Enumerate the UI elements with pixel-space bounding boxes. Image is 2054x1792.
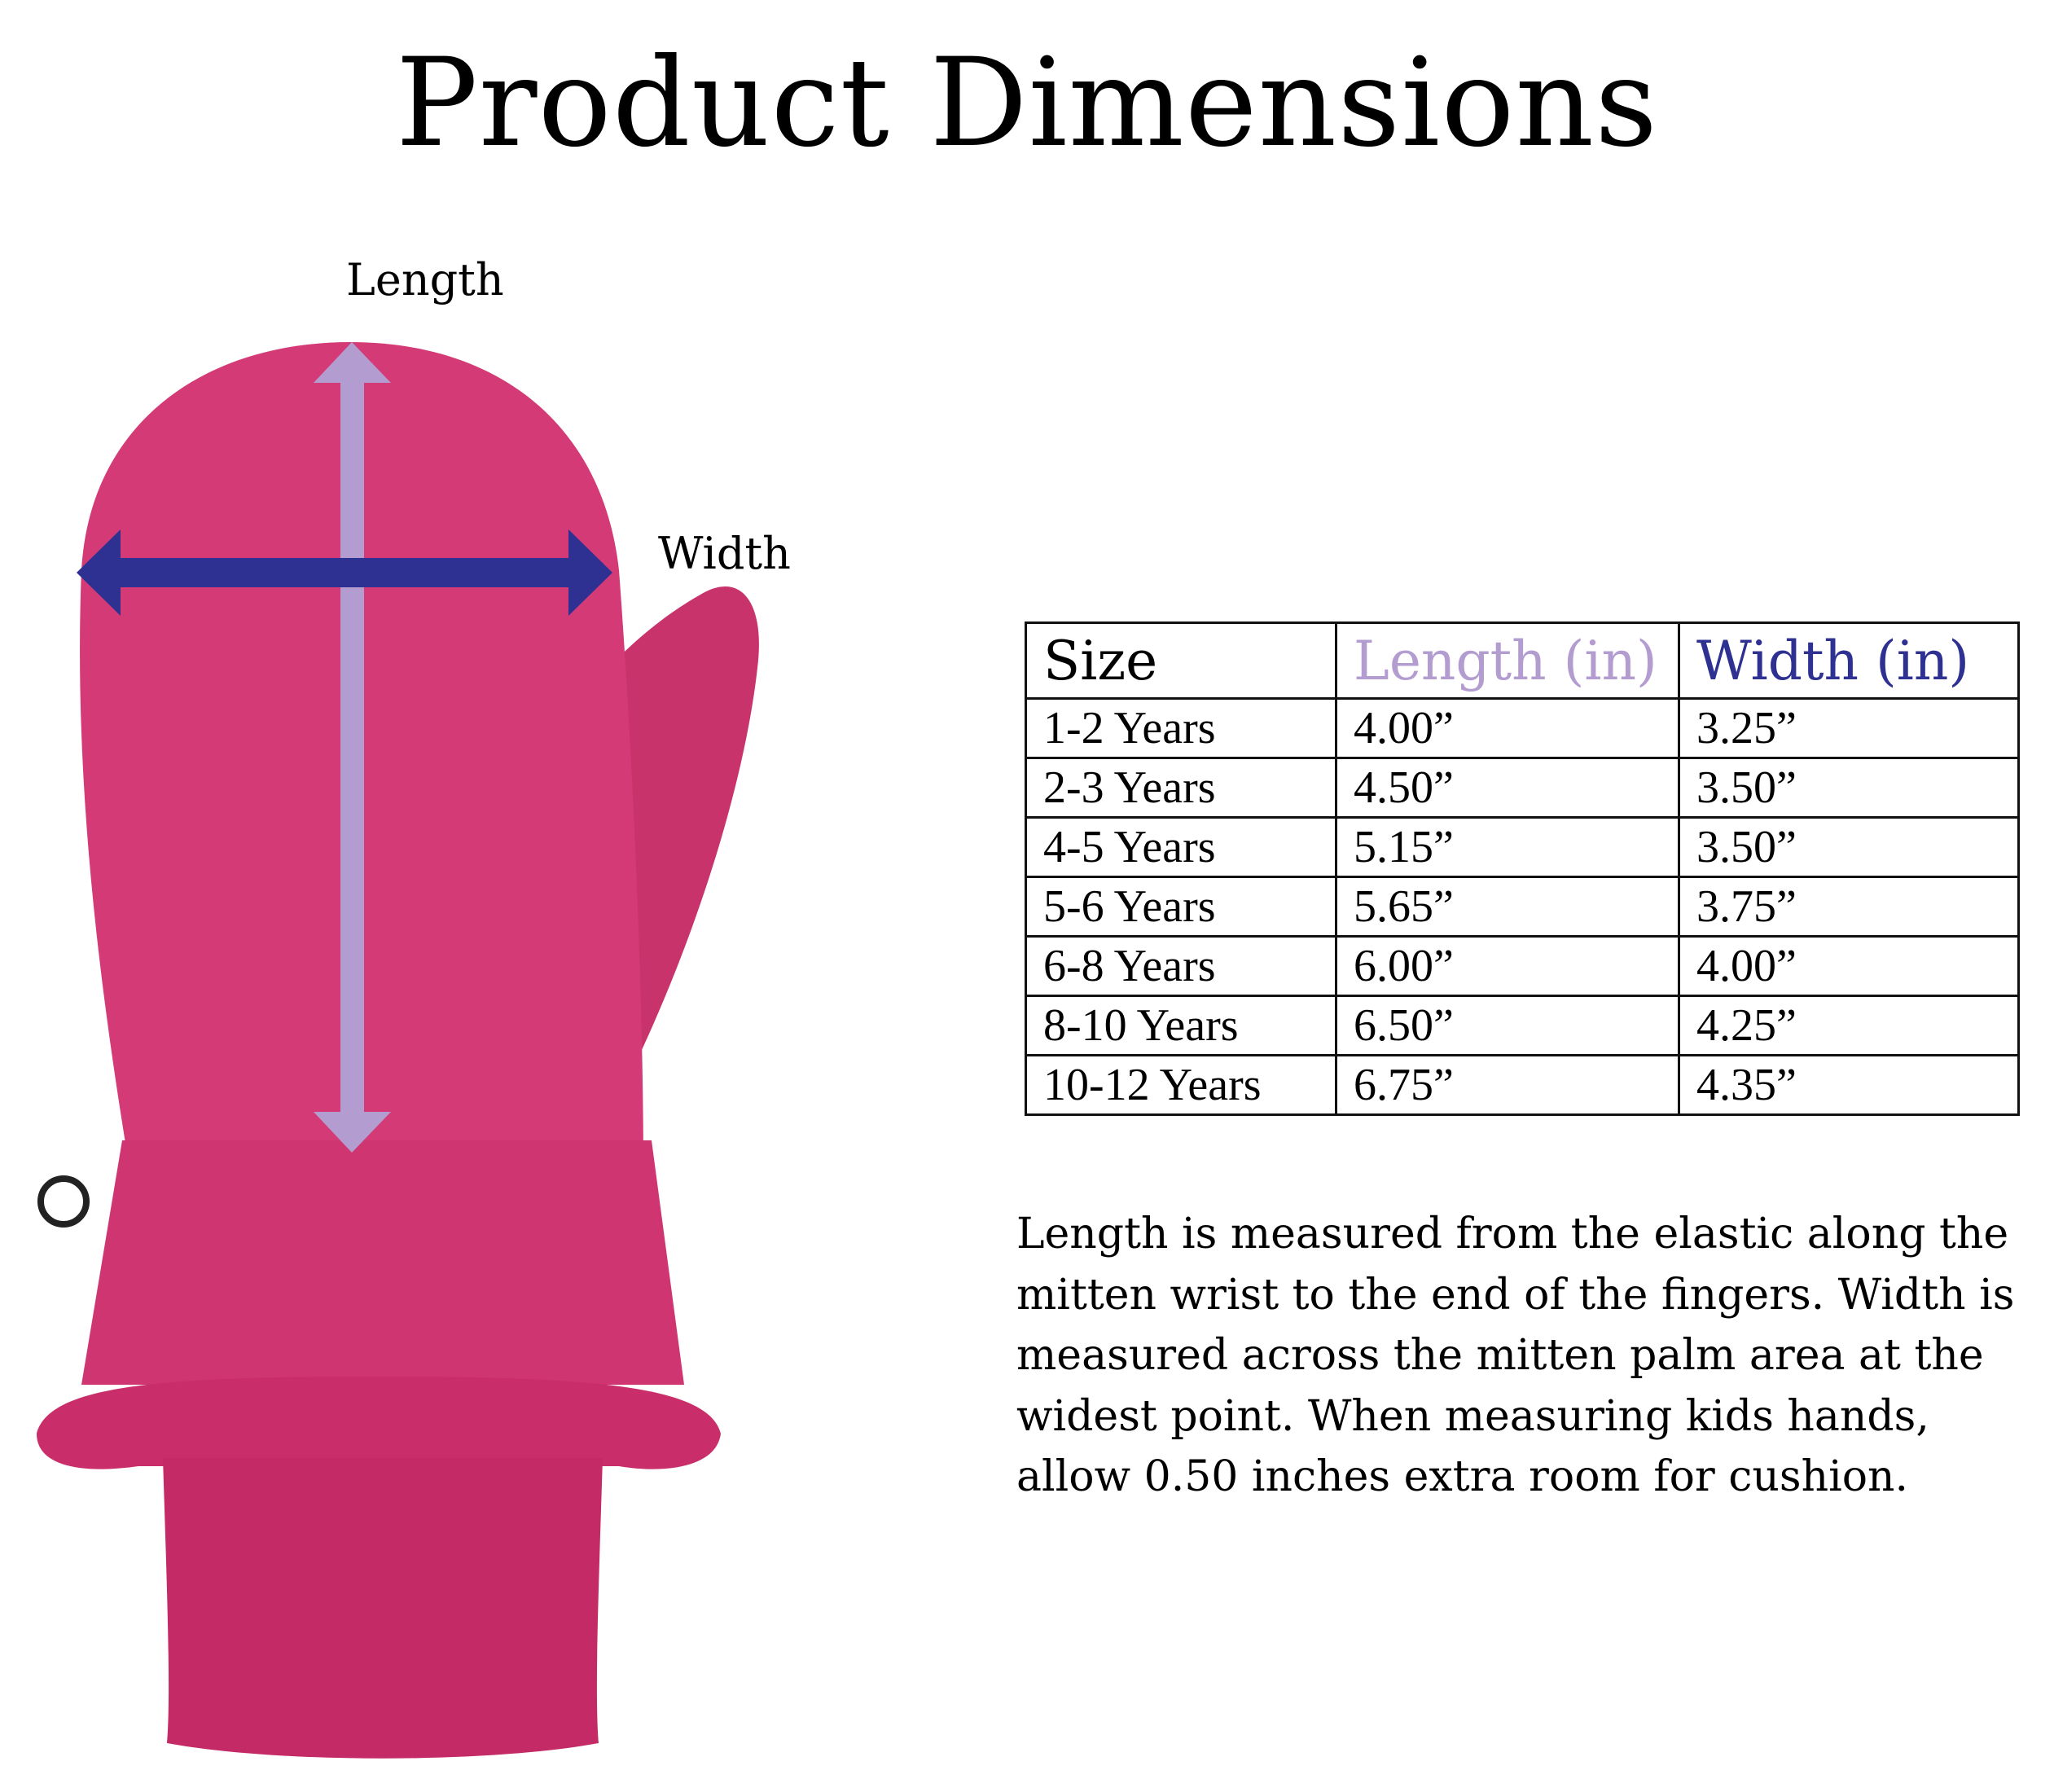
table-row: 5-6 Years 5.65” 3.75” xyxy=(1025,876,2020,938)
cell-size: 2-3 Years xyxy=(1025,757,1337,819)
cell-size: 4-5 Years xyxy=(1025,816,1337,878)
cell-width: 4.00” xyxy=(1678,935,2020,997)
cell-length: 5.65” xyxy=(1335,876,1680,938)
cell-size: 10-12 Years xyxy=(1025,1054,1337,1116)
header-length: Length (in) xyxy=(1335,621,1680,700)
cell-size: 8-10 Years xyxy=(1025,995,1337,1056)
cell-length: 6.50” xyxy=(1335,995,1680,1056)
cell-length: 6.00” xyxy=(1335,935,1680,997)
page-title: Product Dimensions xyxy=(395,33,1659,174)
table-header-row: Size Length (in) Width (in) xyxy=(1025,621,2020,700)
cell-size: 5-6 Years xyxy=(1025,876,1337,938)
cell-length: 4.00” xyxy=(1335,697,1680,759)
table-row: 2-3 Years 4.50” 3.50” xyxy=(1025,757,2020,819)
cell-width: 4.25” xyxy=(1678,995,2020,1056)
length-label: Length xyxy=(346,254,504,305)
table-row: 4-5 Years 5.15” 3.50” xyxy=(1025,816,2020,878)
cell-size: 1-2 Years xyxy=(1025,697,1337,759)
table-row: 8-10 Years 6.50” 4.25” xyxy=(1025,995,2020,1056)
mitten-image xyxy=(37,342,759,1759)
mitten-diagram xyxy=(37,342,759,1759)
cell-width: 3.75” xyxy=(1678,876,2020,938)
width-arrow xyxy=(77,529,612,616)
cell-size: 6-8 Years xyxy=(1025,935,1337,997)
cell-width: 3.50” xyxy=(1678,816,2020,878)
table-row: 10-12 Years 6.75” 4.35” xyxy=(1025,1054,2020,1116)
cell-length: 5.15” xyxy=(1335,816,1680,878)
header-size: Size xyxy=(1025,621,1337,700)
cell-length: 6.75” xyxy=(1335,1054,1680,1116)
table-row: 6-8 Years 6.00” 4.00” xyxy=(1025,935,2020,997)
loop-ring xyxy=(37,1175,90,1228)
cell-width: 3.50” xyxy=(1678,757,2020,819)
table-row: 1-2 Years 4.00” 3.25” xyxy=(1025,697,2020,759)
width-label: Width xyxy=(658,528,791,579)
measurement-note: Length is measured from the elastic alon… xyxy=(1016,1210,2015,1501)
header-width: Width (in) xyxy=(1678,621,2020,700)
cell-length: 4.50” xyxy=(1335,757,1680,819)
cell-width: 3.25” xyxy=(1678,697,2020,759)
size-chart-table: Size Length (in) Width (in) 1-2 Years 4.0… xyxy=(1025,621,2020,1116)
length-arrow xyxy=(314,342,391,1153)
cell-width: 4.35” xyxy=(1678,1054,2020,1116)
